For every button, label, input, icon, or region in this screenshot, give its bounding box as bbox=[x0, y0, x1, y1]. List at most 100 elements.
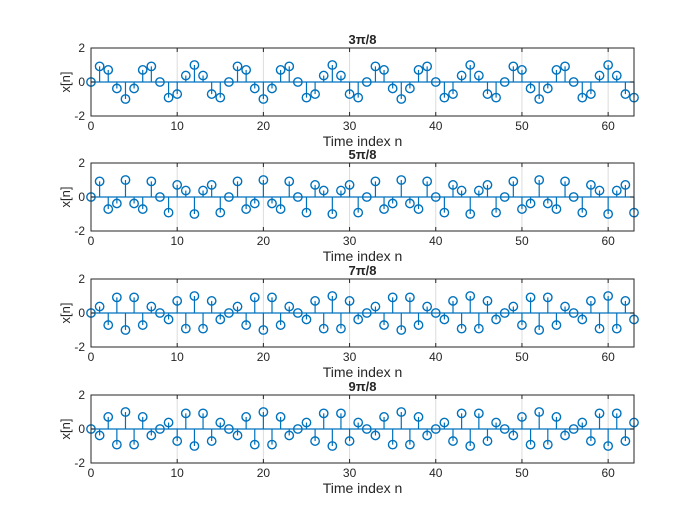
stem-marker bbox=[370, 430, 381, 441]
x-tick-label: 50 bbox=[515, 350, 529, 364]
stem-marker bbox=[525, 292, 536, 303]
stem-marker bbox=[232, 301, 243, 312]
stem-marker bbox=[499, 424, 510, 434]
stem-marker bbox=[103, 65, 114, 75]
stem-marker bbox=[430, 192, 441, 202]
stem-marker bbox=[542, 198, 553, 209]
stem-marker bbox=[491, 314, 501, 325]
stem-marker bbox=[620, 180, 631, 190]
stem-marker bbox=[137, 204, 148, 214]
stem-marker bbox=[620, 89, 631, 99]
stem-marker bbox=[146, 61, 157, 72]
stem-marker bbox=[284, 176, 295, 187]
stem-marker bbox=[361, 424, 372, 434]
stem-marker bbox=[594, 70, 605, 81]
x-tick-label: 30 bbox=[343, 119, 357, 133]
stem-marker bbox=[180, 70, 191, 81]
stem-marker bbox=[301, 417, 312, 428]
stem-marker bbox=[94, 301, 105, 312]
stem-marker bbox=[111, 198, 122, 209]
stem-marker bbox=[577, 417, 588, 428]
stem-marker bbox=[189, 209, 200, 219]
stem-marker bbox=[577, 314, 588, 325]
stem-marker bbox=[275, 412, 286, 422]
stem-marker bbox=[284, 301, 295, 312]
stem-marker bbox=[396, 94, 407, 104]
stem-marker bbox=[258, 175, 269, 185]
stem-marker bbox=[603, 441, 614, 451]
stem-marker bbox=[405, 83, 415, 94]
x-tick-label: 30 bbox=[343, 466, 357, 480]
stem-marker bbox=[396, 175, 407, 185]
stem-marker bbox=[525, 439, 536, 450]
stem-marker bbox=[534, 175, 545, 185]
x-axis-label: Time index n bbox=[323, 480, 403, 496]
stem-marker bbox=[396, 325, 407, 335]
stem-marker bbox=[413, 65, 424, 75]
x-tick-label: 40 bbox=[429, 119, 443, 133]
stem-marker bbox=[396, 407, 407, 417]
stem-marker bbox=[258, 407, 269, 417]
stem-marker bbox=[387, 439, 398, 450]
stem-marker bbox=[155, 308, 165, 318]
x-tick-label: 20 bbox=[257, 119, 271, 133]
stem-marker bbox=[551, 412, 562, 422]
stem-marker bbox=[456, 70, 467, 81]
stem-marker bbox=[224, 77, 234, 87]
stem-marker bbox=[594, 408, 605, 419]
stem-marker bbox=[482, 296, 493, 306]
stem-marker bbox=[551, 65, 562, 75]
stem-marker bbox=[551, 204, 562, 214]
stem-marker bbox=[120, 175, 131, 185]
stem-marker bbox=[344, 296, 355, 306]
stem-marker bbox=[155, 424, 165, 434]
stem-marker bbox=[258, 94, 269, 104]
stem-marker bbox=[482, 180, 493, 190]
stem-marker bbox=[189, 60, 200, 70]
stem-marker bbox=[292, 308, 303, 318]
stem-marker bbox=[577, 207, 588, 218]
stem-marker bbox=[387, 83, 398, 94]
stem-marker bbox=[163, 314, 174, 325]
stem-marker bbox=[508, 301, 519, 312]
stem-marker bbox=[232, 176, 243, 187]
stem-marker bbox=[353, 92, 364, 103]
stem-marker bbox=[336, 70, 346, 81]
stem-marker bbox=[542, 439, 553, 450]
stem-marker bbox=[551, 320, 562, 330]
stem-marker bbox=[456, 408, 467, 419]
x-tick-label: 60 bbox=[601, 119, 615, 133]
y-tick-label: -2 bbox=[74, 224, 85, 238]
stem-marker bbox=[517, 65, 527, 75]
stem-marker bbox=[249, 83, 260, 94]
stem-marker bbox=[499, 192, 510, 202]
stem-marker bbox=[327, 60, 338, 70]
stem-marker bbox=[224, 424, 234, 434]
stem-marker bbox=[163, 92, 174, 103]
stem-marker bbox=[267, 439, 277, 450]
x-tick-label: 10 bbox=[171, 350, 185, 364]
stem-marker bbox=[301, 314, 312, 325]
stem-marker bbox=[370, 301, 381, 312]
stem-marker bbox=[422, 61, 433, 72]
x-tick-label: 40 bbox=[429, 350, 443, 364]
stem-marker bbox=[413, 412, 424, 422]
stem-marker bbox=[94, 176, 105, 187]
stem-marker bbox=[344, 89, 355, 99]
stem-marker bbox=[336, 185, 346, 196]
stem-marker bbox=[439, 207, 450, 218]
stem-marker bbox=[370, 61, 381, 72]
stem-marker bbox=[603, 209, 614, 219]
stem-marker bbox=[361, 308, 372, 318]
stem-marker bbox=[120, 325, 131, 335]
stem-marker bbox=[284, 61, 295, 72]
stem-marker bbox=[517, 204, 527, 214]
y-axis-label: x[n] bbox=[58, 187, 73, 208]
stem-marker bbox=[292, 192, 303, 202]
stem-marker bbox=[508, 176, 519, 187]
x-tick-label: 60 bbox=[601, 466, 615, 480]
stem-marker bbox=[508, 430, 519, 441]
y-tick-label: 2 bbox=[78, 41, 85, 55]
stem-marker bbox=[275, 204, 286, 214]
stem-marker bbox=[180, 185, 191, 196]
